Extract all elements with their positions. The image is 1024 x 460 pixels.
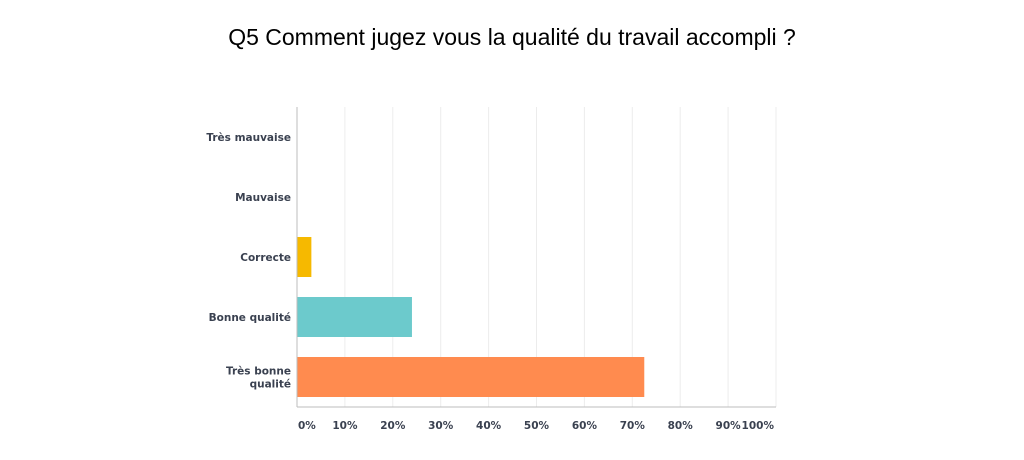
x-tick-label: 40% [476, 420, 502, 432]
x-tick-label: 20% [380, 420, 406, 432]
x-tick-label: 50% [524, 420, 550, 432]
category-labels: Très mauvaise Mauvaise Correcte Bonne quali… [206, 132, 291, 391]
x-tick-labels: 0% 10% 20% 30% 40% 50% 60% 70% 80% 90% 100% [298, 420, 774, 432]
x-tick-label: 30% [428, 420, 454, 432]
x-tick-label: 70% [620, 420, 646, 432]
x-tick-label: 100% [742, 420, 775, 432]
bar [297, 297, 412, 337]
x-tick-label: 80% [668, 420, 694, 432]
chart-title: Q5 Comment jugez vous la qualité du trav… [228, 24, 796, 50]
axes [296, 107, 776, 408]
x-tick-label: 60% [572, 420, 598, 432]
category-label: Bonne qualité [209, 312, 291, 324]
category-label: Mauvaise [235, 192, 291, 204]
x-tick-label: 90% [716, 420, 742, 432]
bar [297, 237, 312, 277]
category-label: Très mauvaise [206, 132, 291, 144]
bars [297, 237, 645, 397]
category-label: Très bonne qualité [226, 366, 291, 391]
x-tick-label: 0% [298, 420, 316, 432]
x-tick-label: 10% [332, 420, 358, 432]
category-label: Correcte [240, 252, 291, 264]
bar [297, 357, 645, 397]
